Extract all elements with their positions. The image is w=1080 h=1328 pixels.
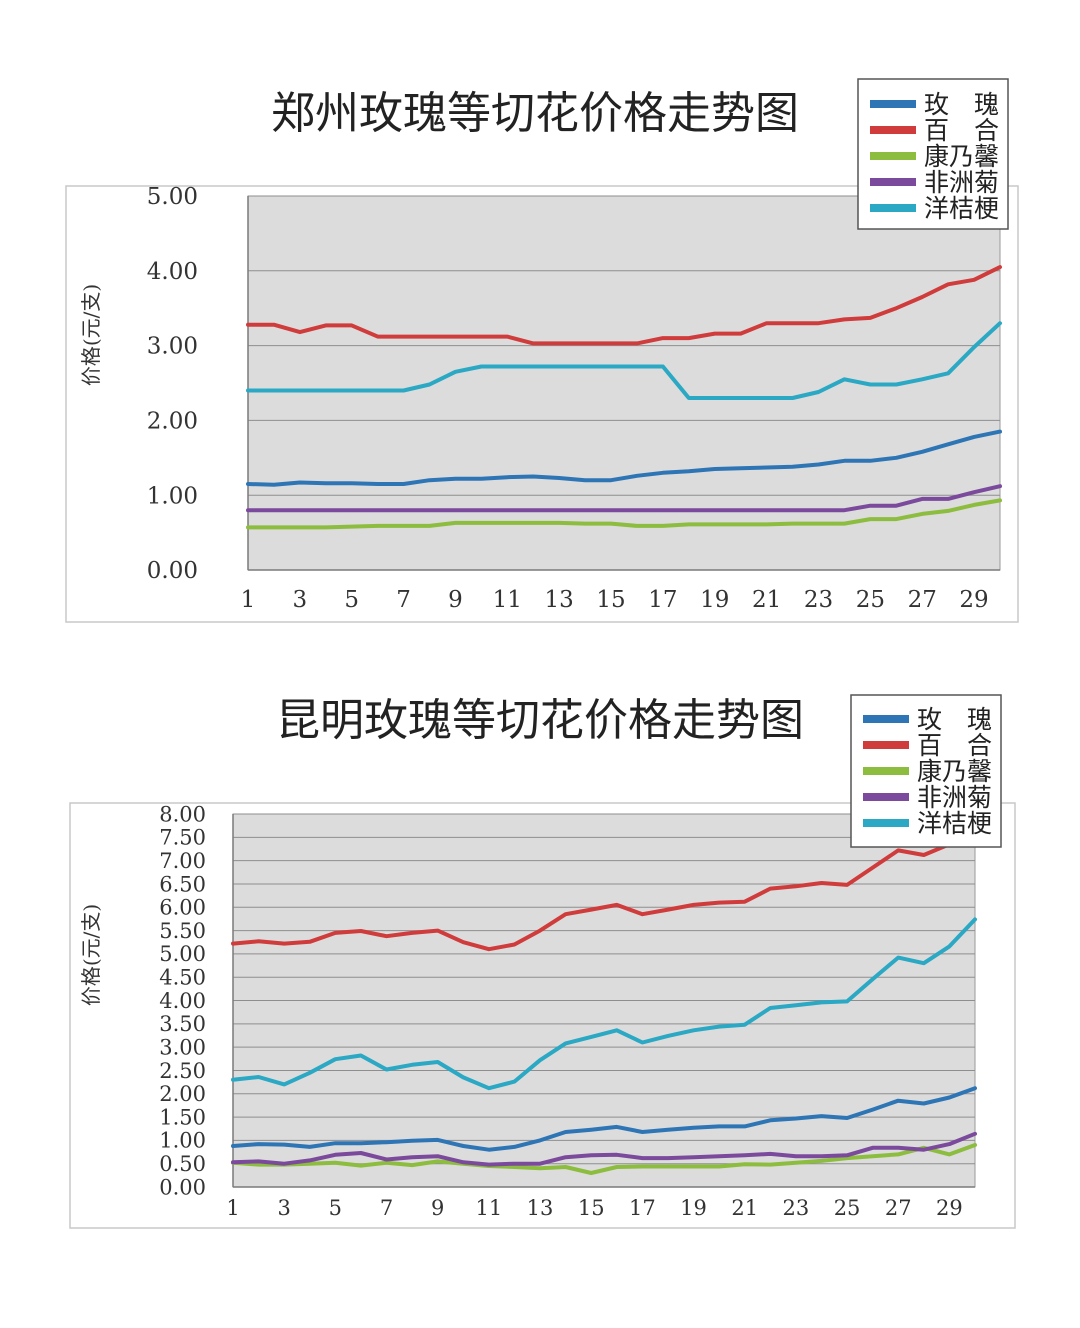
series-line-5 bbox=[246, 321, 1002, 400]
x-tick-label: 7 bbox=[396, 587, 411, 613]
legend-label: 洋桔梗 bbox=[917, 809, 992, 838]
y-tick-label: 7.50 bbox=[159, 826, 206, 850]
y-tick-label: 1.00 bbox=[159, 1129, 206, 1153]
series-line-4 bbox=[231, 1131, 977, 1167]
x-tick-label: 9 bbox=[448, 587, 463, 613]
series-line-3 bbox=[246, 498, 1002, 530]
x-tick-label: 19 bbox=[700, 587, 729, 613]
x-tick-label: 5 bbox=[344, 587, 359, 613]
x-tick-label: 29 bbox=[936, 1196, 963, 1220]
legend-label: 非洲菊 bbox=[917, 783, 992, 812]
y-tick-label: 3.00 bbox=[147, 334, 198, 360]
y-tick-label: 5.00 bbox=[147, 184, 198, 210]
y-axis-label: 价格(元/支) bbox=[79, 284, 103, 386]
y-tick-label: 0.00 bbox=[159, 1175, 206, 1199]
y-tick-label: 4.00 bbox=[147, 259, 198, 285]
x-tick-label: 1 bbox=[226, 1196, 239, 1220]
x-tick-label: 9 bbox=[431, 1196, 444, 1220]
series-line-2 bbox=[231, 830, 977, 952]
chart-title: 昆明玫瑰等切花价格走势图 bbox=[276, 695, 804, 746]
x-tick-label: 19 bbox=[680, 1196, 707, 1220]
x-tick-label: 25 bbox=[834, 1196, 861, 1220]
series-line-4 bbox=[246, 484, 1002, 513]
chart-2: 0.000.501.001.502.002.503.003.504.004.50… bbox=[69, 694, 1016, 1229]
legend-label: 康乃馨 bbox=[924, 142, 999, 171]
series-line-1 bbox=[231, 1086, 977, 1152]
legend-label: 玫 瑰 bbox=[924, 90, 999, 119]
x-tick-label: 1 bbox=[241, 587, 256, 613]
y-tick-label: 6.00 bbox=[159, 896, 206, 920]
y-tick-label: 6.50 bbox=[159, 872, 206, 896]
x-tick-label: 23 bbox=[783, 1196, 810, 1220]
series-line-1 bbox=[246, 429, 1002, 487]
x-tick-label: 17 bbox=[648, 587, 677, 613]
legend-label: 玫 瑰 bbox=[917, 705, 992, 734]
series-line-2 bbox=[246, 265, 1002, 346]
y-tick-label: 1.00 bbox=[147, 483, 198, 509]
y-tick-label: 5.50 bbox=[159, 919, 206, 943]
series-line-3 bbox=[231, 1143, 977, 1175]
x-tick-label: 13 bbox=[545, 587, 574, 613]
x-tick-label: 11 bbox=[493, 587, 522, 613]
x-tick-label: 27 bbox=[908, 587, 937, 613]
x-tick-label: 15 bbox=[578, 1196, 605, 1220]
series-line-5 bbox=[231, 917, 977, 1091]
x-tick-label: 23 bbox=[804, 587, 833, 613]
legend-label: 非洲菊 bbox=[924, 168, 999, 197]
x-tick-label: 3 bbox=[293, 587, 308, 613]
x-tick-label: 25 bbox=[856, 587, 885, 613]
x-tick-label: 7 bbox=[380, 1196, 393, 1220]
y-tick-label: 4.50 bbox=[159, 966, 206, 990]
chart-1: 0.001.002.003.004.005.001 3 5 7 9 11 13 15 17 19 2… bbox=[65, 78, 1019, 623]
y-tick-label: 1.50 bbox=[159, 1105, 206, 1129]
legend-label: 百 合 bbox=[924, 116, 999, 145]
y-tick-label: 2.00 bbox=[147, 408, 198, 434]
y-tick-label: 0.50 bbox=[159, 1152, 206, 1176]
y-tick-label: 3.50 bbox=[159, 1012, 206, 1036]
y-tick-label: 5.00 bbox=[159, 942, 206, 966]
chart-title: 郑州玫瑰等切花价格走势图 bbox=[271, 88, 799, 139]
x-tick-label: 5 bbox=[329, 1196, 342, 1220]
x-tick-label: 17 bbox=[629, 1196, 656, 1220]
y-tick-label: 4.00 bbox=[159, 989, 206, 1013]
legend-label: 百 合 bbox=[917, 731, 992, 760]
y-tick-label: 7.00 bbox=[159, 849, 206, 873]
x-tick-label: 11 bbox=[475, 1196, 502, 1220]
y-axis-label: 价格(元/支) bbox=[79, 904, 103, 1006]
x-tick-label: 29 bbox=[959, 587, 988, 613]
x-tick-label: 21 bbox=[731, 1196, 758, 1220]
y-tick-label: 3.00 bbox=[159, 1035, 206, 1059]
y-tick-label: 2.50 bbox=[159, 1059, 206, 1083]
y-tick-label: 0.00 bbox=[147, 558, 198, 584]
y-tick-label: 2.00 bbox=[159, 1082, 206, 1106]
x-tick-label: 15 bbox=[596, 587, 625, 613]
x-tick-label: 13 bbox=[527, 1196, 554, 1220]
x-tick-label: 27 bbox=[885, 1196, 912, 1220]
x-tick-label: 21 bbox=[752, 587, 781, 613]
x-tick-label: 3 bbox=[277, 1196, 290, 1220]
y-tick-label: 8.00 bbox=[159, 802, 206, 826]
legend-label: 洋桔梗 bbox=[924, 194, 999, 223]
legend-label: 康乃馨 bbox=[917, 757, 992, 786]
